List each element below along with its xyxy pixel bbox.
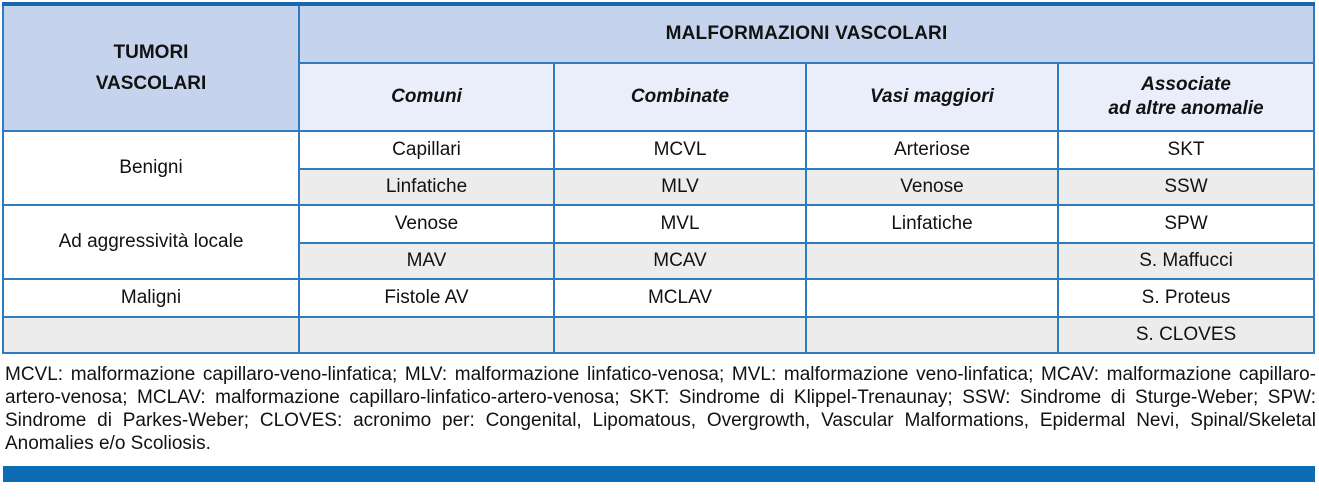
data-cell: Venose: [805, 168, 1059, 206]
data-cell: Linfatiche: [805, 204, 1059, 244]
data-cell: [805, 242, 1059, 280]
data-cell: Arteriose: [805, 130, 1059, 170]
column-header-combinate: Combinate: [553, 62, 807, 132]
data-cell: MCLAV: [553, 278, 807, 318]
group-cell: Maligni: [2, 278, 300, 318]
data-cell: MAV: [298, 242, 555, 280]
table-subheader-row: Comuni Combinate Vasi maggiori Associate…: [3, 62, 1316, 132]
data-cell: [805, 278, 1059, 318]
data-cell: S. Proteus: [1056, 278, 1316, 318]
data-cell: MCAV: [553, 242, 807, 280]
table-header-row: TUMORI VASCOLARI MALFORMAZIONI VASCOLARI: [2, 3, 1316, 132]
corner-header-tumori-vascolari: TUMORI VASCOLARI: [2, 3, 300, 132]
table-row: Maligni Fistole AV MCLAV S. Proteus: [2, 278, 1316, 318]
table-row: Benigni Capillari MCVL Arteriose SKT: [2, 130, 1316, 206]
group-cell: Benigni: [2, 130, 300, 206]
table-row: Linfatiche MLV Venose SSW: [3, 168, 1316, 206]
table-row: S. CLOVES: [2, 316, 1316, 354]
data-cell: Linfatiche: [298, 168, 555, 206]
group-cell: [2, 316, 300, 354]
data-cell: MVL: [553, 204, 807, 244]
group-cell: Ad aggressività locale: [2, 204, 300, 280]
data-cell: SPW: [1056, 204, 1316, 244]
data-cell: [805, 316, 1059, 354]
data-cell: SSW: [1056, 168, 1316, 206]
table-row: Ad aggressività locale Venose MVL Linfat…: [2, 204, 1316, 280]
column-header-vasi-maggiori: Vasi maggiori: [805, 62, 1059, 132]
data-cell: [553, 316, 807, 354]
data-cell: S. Maffucci: [1056, 242, 1316, 280]
vascular-classification-table: TUMORI VASCOLARI MALFORMAZIONI VASCOLARI…: [2, 2, 1316, 354]
data-cell: S. CLOVES: [1056, 316, 1316, 354]
data-cell: Capillari: [298, 130, 555, 170]
data-cell: Venose: [298, 204, 555, 244]
data-cell: SKT: [1056, 130, 1316, 170]
column-header-associate: Associate ad altre anomalie: [1056, 62, 1316, 132]
data-cell: [298, 316, 555, 354]
data-cell: Fistole AV: [298, 278, 555, 318]
table-row: MAV MCAV S. Maffucci: [3, 242, 1316, 280]
main-header-malformazioni-vascolari: MALFORMAZIONI VASCOLARI: [297, 3, 1316, 64]
data-cell: MLV: [553, 168, 807, 206]
abbreviations-footnote: MCVL: malformazione capillaro-veno-linfa…: [5, 364, 1316, 454]
bottom-divider-bar: [3, 466, 1315, 482]
column-header-comuni: Comuni: [298, 62, 555, 132]
data-cell: MCVL: [553, 130, 807, 170]
